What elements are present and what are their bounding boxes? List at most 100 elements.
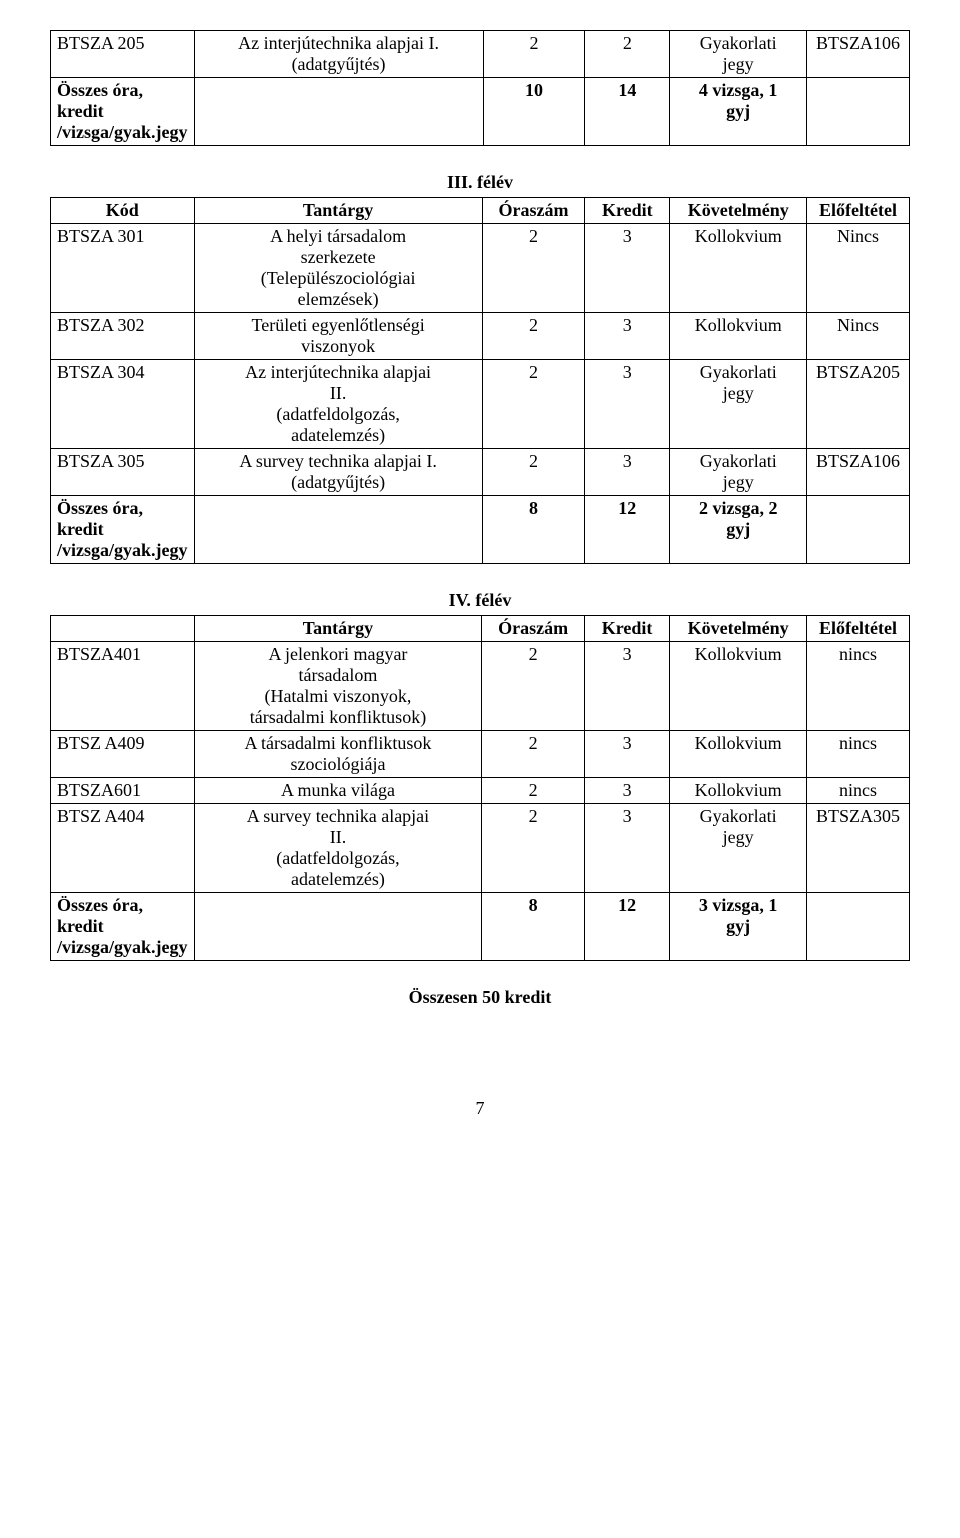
- table-row: BTSZ A404 A survey technika alapjaiII.(a…: [51, 804, 910, 893]
- cell-credit: 3: [584, 731, 669, 778]
- cell-subject: A munka világa: [194, 778, 482, 804]
- cell-subject: [194, 78, 483, 146]
- table-row: BTSZA 302 Területi egyenlőtlenségiviszon…: [51, 313, 910, 360]
- cell-code: BTSZ A404: [51, 804, 195, 893]
- cell-req: Gyakorlatijegy: [670, 449, 807, 496]
- table-section-1: BTSZA 205 Az interjútechnika alapjai I.(…: [50, 30, 910, 146]
- cell-hours: 2: [483, 31, 585, 78]
- cell-hours: 2: [482, 778, 585, 804]
- cell-pre: [807, 893, 910, 961]
- cell-req: Gyakorlatijegy: [670, 360, 807, 449]
- cell-subject: [194, 893, 482, 961]
- cell-req: Kollokvium: [670, 224, 807, 313]
- cell-subject: A survey technika alapjaiII.(adatfeldolg…: [194, 804, 482, 893]
- cell-pre: BTSZA106: [806, 31, 909, 78]
- cell-pre: Nincs: [807, 313, 910, 360]
- heading-iv-felev: IV. félév: [50, 590, 910, 611]
- cell-credit: 3: [585, 313, 670, 360]
- cell-hours: 2: [482, 642, 585, 731]
- table-header-row: Tantárgy Óraszám Kredit Követelmény Előf…: [51, 616, 910, 642]
- summary-total-credits: Összesen 50 kredit: [50, 987, 910, 1008]
- table-row: BTSZA601 A munka világa 2 3 Kollokvium n…: [51, 778, 910, 804]
- th-code: [51, 616, 195, 642]
- table-1-body: BTSZA 205 Az interjútechnika alapjai I.(…: [51, 31, 910, 146]
- table-section-2: Kód Tantárgy Óraszám Kredit Követelmény …: [50, 197, 910, 564]
- cell-hours: 2: [482, 360, 584, 449]
- cell-subject: Az interjútechnika alapjaiII.(adatfeldol…: [194, 360, 482, 449]
- cell-credit: 3: [584, 778, 669, 804]
- table-section-3: Tantárgy Óraszám Kredit Követelmény Előf…: [50, 615, 910, 961]
- cell-pre: nincs: [807, 731, 910, 778]
- th-req: Követelmény: [670, 198, 807, 224]
- cell-credit: 12: [585, 496, 670, 564]
- cell-req: Kollokvium: [670, 313, 807, 360]
- heading-iii-felev: III. félév: [50, 172, 910, 193]
- cell-hours: 8: [482, 893, 585, 961]
- cell-req: Kollokvium: [670, 731, 807, 778]
- cell-req: Gyakorlatijegy: [670, 804, 807, 893]
- cell-req: Gyakorlatijegy: [670, 31, 807, 78]
- cell-hours: 2: [482, 731, 585, 778]
- th-hours: Óraszám: [482, 198, 584, 224]
- cell-code: Összes óra, kredit/vizsga/gyak.jegy: [51, 78, 195, 146]
- table-row: BTSZA 301 A helyi társadalomszerkezete(T…: [51, 224, 910, 313]
- cell-pre: [806, 78, 909, 146]
- cell-code: BTSZA 205: [51, 31, 195, 78]
- cell-subject: A társadalmi konfliktusokszociológiája: [194, 731, 482, 778]
- cell-hours: 2: [482, 224, 584, 313]
- cell-code: BTSZA 302: [51, 313, 195, 360]
- cell-req: 4 vizsga, 1gyj: [670, 78, 807, 146]
- cell-credit: 14: [585, 78, 670, 146]
- cell-subject: A survey technika alapjai I.(adatgyűjtés…: [194, 449, 482, 496]
- cell-code: Összes óra, kredit/vizsga/gyak.jegy: [51, 893, 195, 961]
- cell-subject: Az interjútechnika alapjai I.(adatgyűjté…: [194, 31, 483, 78]
- table-row: BTSZA 305 A survey technika alapjai I.(a…: [51, 449, 910, 496]
- table-row-summary: Összes óra, kredit/vizsga/gyak.jegy 8 12…: [51, 496, 910, 564]
- th-credit: Kredit: [585, 198, 670, 224]
- cell-pre: Nincs: [807, 224, 910, 313]
- table-row: BTSZ A409 A társadalmi konfliktusokszoci…: [51, 731, 910, 778]
- cell-req: Kollokvium: [670, 778, 807, 804]
- th-code: Kód: [51, 198, 195, 224]
- th-req: Követelmény: [670, 616, 807, 642]
- cell-code: BTSZA401: [51, 642, 195, 731]
- cell-credit: 12: [584, 893, 669, 961]
- cell-code: BTSZA 305: [51, 449, 195, 496]
- th-subject: Tantárgy: [194, 198, 482, 224]
- table-row: BTSZA 205 Az interjútechnika alapjai I.(…: [51, 31, 910, 78]
- cell-code: BTSZ A409: [51, 731, 195, 778]
- cell-subject: [194, 496, 482, 564]
- cell-req: 2 vizsga, 2gyj: [670, 496, 807, 564]
- cell-req: Kollokvium: [670, 642, 807, 731]
- cell-subject: A helyi társadalomszerkezete(Települészo…: [194, 224, 482, 313]
- table-row: BTSZA 304 Az interjútechnika alapjaiII.(…: [51, 360, 910, 449]
- table-row-summary: Összes óra, kredit/vizsga/gyak.jegy 10 1…: [51, 78, 910, 146]
- cell-code: BTSZA 301: [51, 224, 195, 313]
- cell-pre: [807, 496, 910, 564]
- cell-subject: Területi egyenlőtlenségiviszonyok: [194, 313, 482, 360]
- cell-subject: A jelenkori magyartársadalom(Hatalmi vis…: [194, 642, 482, 731]
- cell-credit: 3: [585, 360, 670, 449]
- cell-credit: 2: [585, 31, 670, 78]
- cell-pre: nincs: [807, 642, 910, 731]
- table-row-summary: Összes óra, kredit/vizsga/gyak.jegy 8 12…: [51, 893, 910, 961]
- table-row: BTSZA401 A jelenkori magyartársadalom(Ha…: [51, 642, 910, 731]
- th-credit: Kredit: [584, 616, 669, 642]
- cell-req: 3 vizsga, 1gyj: [670, 893, 807, 961]
- cell-code: BTSZA 304: [51, 360, 195, 449]
- cell-code: BTSZA601: [51, 778, 195, 804]
- cell-hours: 2: [482, 449, 584, 496]
- th-subject: Tantárgy: [194, 616, 482, 642]
- cell-pre: nincs: [807, 778, 910, 804]
- th-pre: Előfeltétel: [807, 198, 910, 224]
- cell-hours: 2: [482, 313, 584, 360]
- page-number: 7: [50, 1098, 910, 1119]
- th-hours: Óraszám: [482, 616, 585, 642]
- cell-pre: BTSZA205: [807, 360, 910, 449]
- cell-pre: BTSZA305: [807, 804, 910, 893]
- th-pre: Előfeltétel: [807, 616, 910, 642]
- cell-pre: BTSZA106: [807, 449, 910, 496]
- cell-credit: 3: [585, 224, 670, 313]
- cell-credit: 3: [585, 449, 670, 496]
- cell-code: Összes óra, kredit/vizsga/gyak.jegy: [51, 496, 195, 564]
